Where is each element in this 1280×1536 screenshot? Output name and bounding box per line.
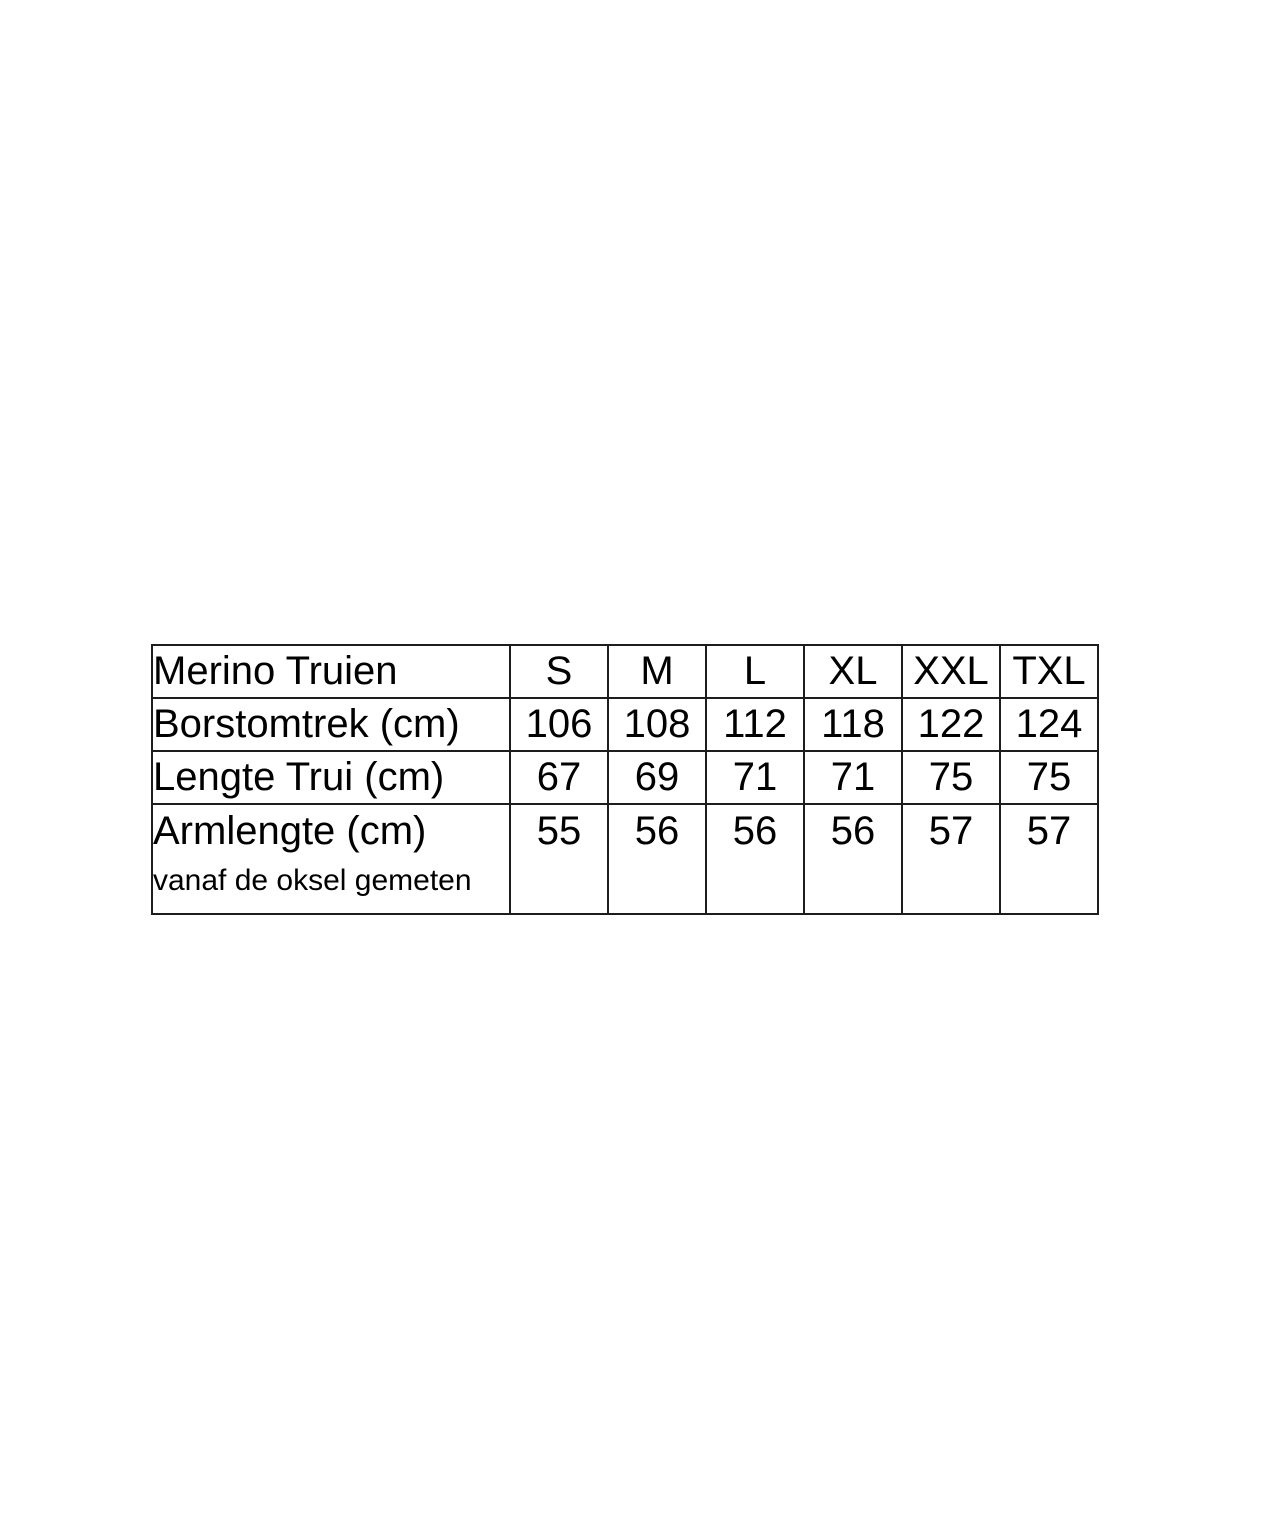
value-cell: 108 <box>607 697 707 752</box>
value-cell: 56 <box>705 803 805 915</box>
value-cell: 57 <box>901 803 1001 915</box>
col-header-txl: TXL <box>999 644 1099 699</box>
value-cell: 71 <box>705 750 805 805</box>
table-row-borstomtrek: Borstomtrek (cm) 106 108 112 118 122 124 <box>151 697 1099 752</box>
value-cell: 71 <box>803 750 903 805</box>
col-header-xl: XL <box>803 644 903 699</box>
value-cell: 122 <box>901 697 1001 752</box>
header-row: Merino Truien S M L XL XXL TXL <box>151 644 1099 699</box>
value-cell: 56 <box>803 803 903 915</box>
table-row-lengte-trui: Lengte Trui (cm) 67 69 71 71 75 75 <box>151 750 1099 805</box>
col-header-xxl: XXL <box>901 644 1001 699</box>
value-cell: 124 <box>999 697 1099 752</box>
row-label: Lengte Trui (cm) <box>151 750 511 805</box>
size-chart-table: Merino Truien S M L XL XXL TXL Borstomtr… <box>151 644 1099 915</box>
col-header-s: S <box>509 644 609 699</box>
table-row-armlengte: Armlengte (cm) vanaf de oksel gemeten 55… <box>151 803 1099 915</box>
value-cell: 56 <box>607 803 707 915</box>
value-cell: 118 <box>803 697 903 752</box>
value-cell: 57 <box>999 803 1099 915</box>
value-cell: 69 <box>607 750 707 805</box>
table-title: Merino Truien <box>151 644 511 699</box>
value-cell: 67 <box>509 750 609 805</box>
value-cell: 106 <box>509 697 609 752</box>
row-sublabel: vanaf de oksel gemeten <box>153 864 472 897</box>
row-label: Borstomtrek (cm) <box>151 697 511 752</box>
row-label: Armlengte (cm) <box>153 809 427 853</box>
value-cell: 112 <box>705 697 805 752</box>
col-header-m: M <box>607 644 707 699</box>
value-cell: 55 <box>509 803 609 915</box>
value-cell: 75 <box>901 750 1001 805</box>
row-label-group: Armlengte (cm) vanaf de oksel gemeten <box>151 803 511 915</box>
value-cell: 75 <box>999 750 1099 805</box>
col-header-l: L <box>705 644 805 699</box>
